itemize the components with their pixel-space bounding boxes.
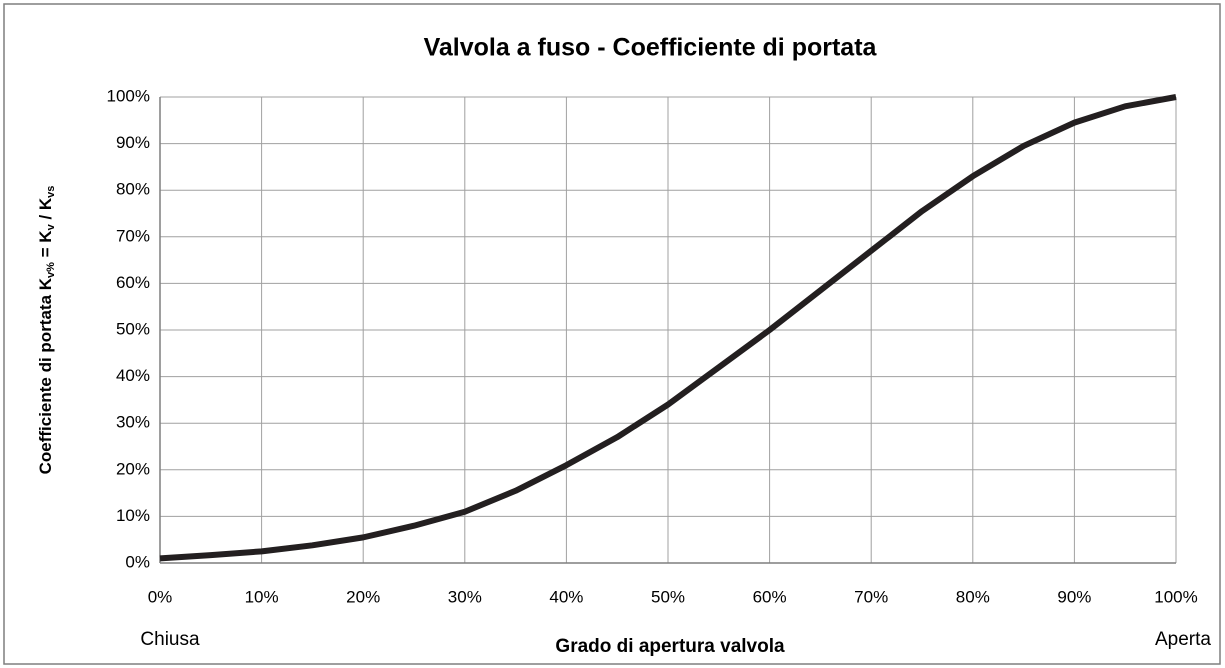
y-label-part: Coefficiente di portata K bbox=[36, 277, 55, 474]
y-tick-label: 70% bbox=[116, 226, 150, 245]
y-tick-label: 10% bbox=[116, 506, 150, 525]
y-axis-label: Coefficiente di portata Kv% = Kv / Kvs bbox=[36, 186, 56, 475]
chart-frame bbox=[3, 3, 1221, 665]
x-tick-label: 70% bbox=[854, 587, 888, 606]
y-label-part: vs bbox=[45, 186, 57, 198]
y-tick-label: 80% bbox=[116, 180, 150, 199]
y-tick-label: 90% bbox=[116, 133, 150, 152]
x-tick-label: 30% bbox=[448, 587, 482, 606]
x-tick-label: 50% bbox=[651, 587, 685, 606]
data-line bbox=[159, 94, 1177, 562]
x-tick-label: 100% bbox=[1154, 587, 1197, 606]
annotation: Aperta bbox=[1155, 629, 1211, 650]
y-label-part: v% bbox=[45, 262, 57, 278]
x-tick-label: 60% bbox=[753, 587, 787, 606]
annotation: Chiusa bbox=[140, 629, 200, 650]
x-tick-label: 80% bbox=[956, 587, 990, 606]
y-tick-label: 100% bbox=[107, 86, 150, 105]
x-axis-label: Grado di apertura valvola bbox=[555, 636, 785, 657]
x-tick-label: 90% bbox=[1057, 587, 1091, 606]
x-tick-label: 20% bbox=[346, 587, 380, 606]
chart-title: Valvola a fuso - Coefficiente di portata bbox=[424, 34, 878, 62]
y-tick-label: 50% bbox=[116, 319, 150, 338]
y-label-part: = K bbox=[36, 230, 55, 262]
x-tick-label: 0% bbox=[148, 587, 173, 606]
y-tick-label: 20% bbox=[116, 459, 150, 478]
y-tick-label: 40% bbox=[116, 366, 150, 385]
y-label-part: / K bbox=[36, 197, 55, 224]
y-label-part: v bbox=[45, 223, 57, 230]
y-tick-label: 60% bbox=[116, 273, 150, 292]
x-tick-label: 40% bbox=[549, 587, 583, 606]
y-tick-label: 30% bbox=[116, 413, 150, 432]
x-tick-label: 10% bbox=[245, 587, 279, 606]
y-tick-label: 0% bbox=[125, 552, 150, 571]
